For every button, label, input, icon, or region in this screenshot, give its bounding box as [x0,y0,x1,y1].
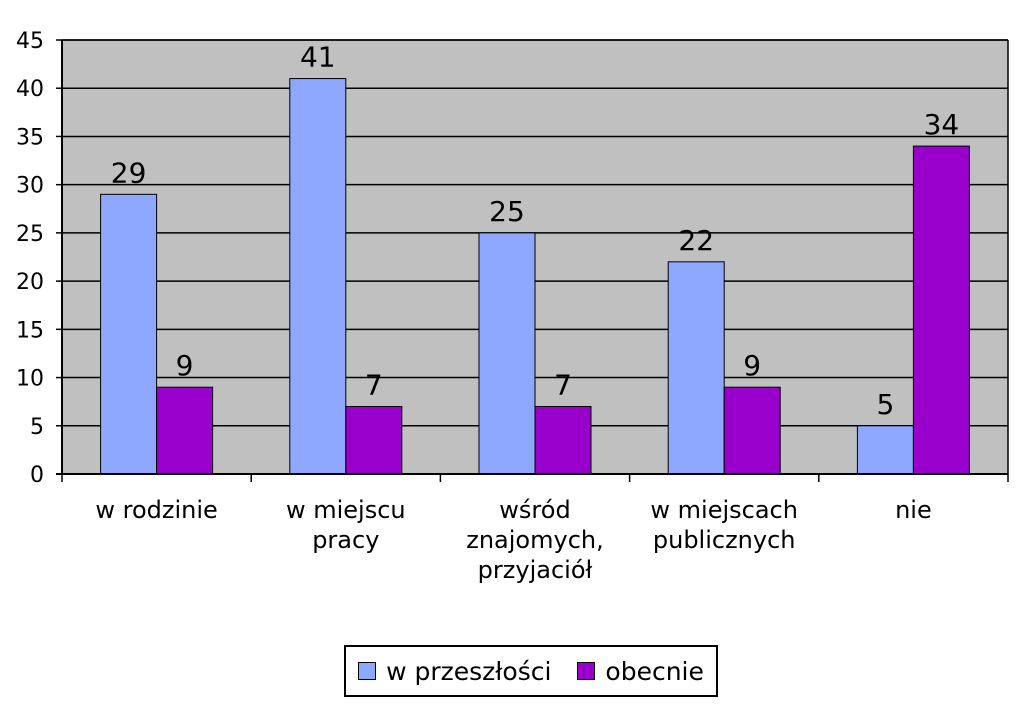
x-category-label: w miejscu pracy [286,496,406,554]
data-label: 7 [554,368,572,401]
x-category-line: przyjaciół [478,556,593,584]
bar-2-5 [912,145,970,475]
y-tick-label: 20 [16,270,44,295]
y-tick-label: 5 [30,415,44,440]
bar-2-1 [156,386,214,475]
x-category-line: w rodzinie [95,496,217,524]
data-label: 5 [876,388,894,421]
x-category-line: publicznych [653,526,796,554]
data-label: 7 [365,368,383,401]
legend-item-series-1: w przeszłości [358,657,551,686]
legend-item-series-2: obecnie [577,656,704,686]
bar-chart: 0 5 10 15 20 25 30 35 40 45 29 9 w rodzinie 41 7 w mie… [16,29,1009,584]
y-tick-label: 15 [16,318,44,343]
bar-1-3 [478,232,536,475]
x-category-line: wśród [499,496,570,524]
bar-1-2 [289,78,347,475]
y-tick-label: 10 [16,367,44,392]
x-category-line: pracy [312,526,379,554]
bar-2-2 [345,405,403,475]
bars [100,78,970,475]
bar-1-1 [100,193,158,475]
data-label: 41 [300,41,336,74]
y-tick-label: 45 [16,29,44,54]
bar-1-5 [856,425,914,475]
labels: 29 9 w rodzinie 41 7 w miejscu pracy 25 7 wśród zn… [95,41,959,584]
y-tick-label: 30 [16,174,44,199]
x-category-line: w miejscu [286,496,406,524]
data-label: 34 [924,108,960,141]
y-tick-label: 35 [16,125,44,150]
legend-swatch-series-1 [358,662,377,680]
y-tick-label: 0 [30,463,44,488]
x-category-label: w rodzinie [95,496,217,524]
legend-label-series-1: w przeszłości [386,656,552,686]
x-category-line: znajomych, [466,526,603,554]
bar-2-3 [534,405,592,475]
bar-1-4 [667,261,725,475]
bar-2-4 [723,386,781,475]
x-category-label: wśród znajomych, przyjaciół [466,496,603,584]
y-tick-label: 25 [16,222,44,247]
axes: 0 5 10 15 20 25 30 35 40 45 [16,29,1009,488]
legend-swatch-series-2 [577,662,596,680]
x-category-line: w miejscach [650,496,798,524]
legend: w przeszłości obecnie [344,645,718,697]
x-category-line: nie [895,496,932,524]
legend-label-series-2: obecnie [605,656,704,686]
data-label: 25 [489,195,525,228]
y-tick-label: 40 [16,77,44,102]
data-label: 9 [176,349,194,382]
data-label: 29 [111,156,147,189]
data-label: 9 [743,349,761,382]
x-category-label: nie [895,496,932,524]
data-label: 22 [678,224,714,257]
x-category-label: w miejscach publicznych [650,496,798,554]
